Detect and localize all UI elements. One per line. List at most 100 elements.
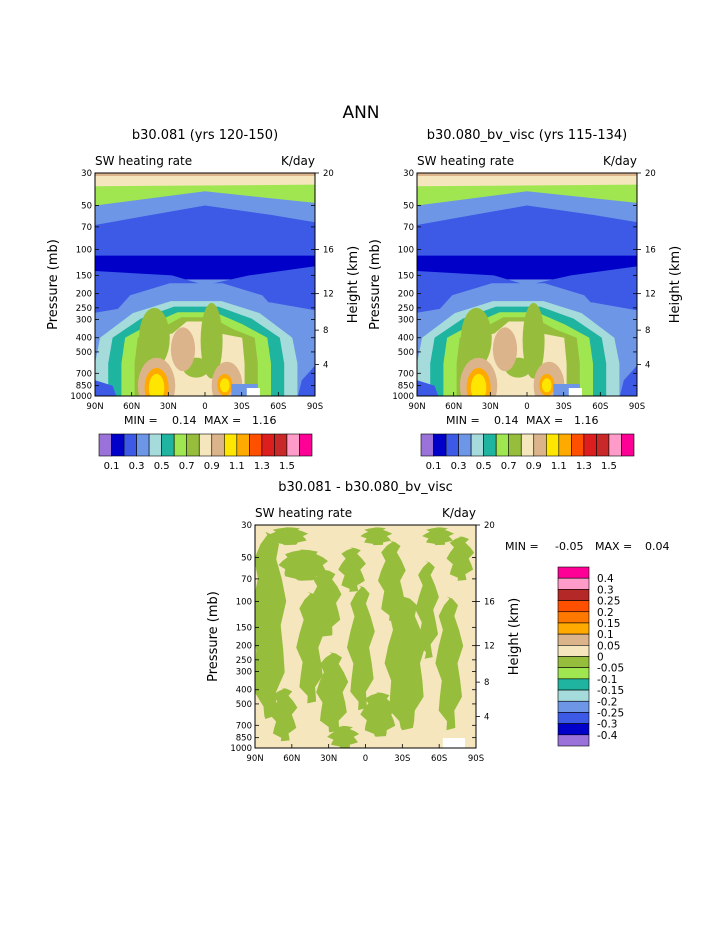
contour-fill [95, 173, 315, 176]
colorbar-swatch [557, 678, 590, 691]
max-value: 0.04 [645, 540, 670, 553]
colorbar-swatch [198, 433, 213, 457]
x-tick-label: 90S [307, 402, 323, 412]
colorbar-swatch [557, 611, 590, 624]
colorbar-swatch [148, 433, 162, 457]
contour-fill [435, 596, 464, 731]
y-tick-label: 100 [236, 598, 252, 608]
y-tick-label: 700 [398, 369, 414, 379]
colorbar-swatch [249, 433, 263, 457]
colorbar-swatch [433, 433, 447, 457]
contour-fill [309, 569, 342, 637]
colorbar-label: 0.05 [597, 640, 620, 652]
colorbar-label: 1.3 [254, 461, 270, 472]
colorbar-swatch [520, 433, 535, 457]
max-label: MAX = [204, 414, 241, 427]
contour-fill [568, 388, 582, 396]
x-tick-label: 90N [408, 402, 425, 412]
contour-fill [347, 585, 375, 711]
height-tick-label: 12 [645, 290, 656, 300]
x-tick-label: 30N [482, 402, 499, 412]
colorbar-label: 0.7 [179, 461, 195, 472]
colorbar-swatch [236, 433, 250, 457]
y-tick-label: 50 [241, 553, 252, 563]
colorbar-swatch [583, 433, 597, 457]
contour-fill [492, 327, 518, 372]
colorbar-swatch [557, 667, 590, 680]
colorbar-label: 1.5 [279, 461, 295, 472]
height-tick-label: 20 [645, 169, 656, 179]
contour-fill [297, 365, 315, 396]
contour-fill [384, 596, 426, 731]
contour-fill [316, 652, 349, 733]
contour-fill [522, 302, 545, 379]
y-tick-label: 1000 [70, 392, 92, 402]
y-tick-label: 200 [236, 642, 252, 652]
panel-units: K/day [281, 154, 315, 168]
colorbar-label: 0.4 [597, 573, 614, 585]
y-tick-label: 500 [76, 348, 92, 358]
height-tick-label: 8 [484, 678, 489, 688]
y-tick-label: 30 [403, 169, 414, 179]
y-tick-label: 70 [81, 223, 92, 233]
y-tick-label: 50 [403, 201, 414, 211]
colorbar-swatch [173, 433, 188, 457]
colorbar-swatch [557, 689, 590, 702]
contour-fill [255, 531, 287, 719]
colorbar-label: 0.1 [597, 629, 614, 641]
height-tick-label: 12 [323, 290, 334, 300]
contour-fill [269, 687, 298, 742]
y-tick-label: 850 [76, 382, 92, 392]
contour-fill [415, 560, 439, 659]
y-tick-label: 100 [398, 246, 414, 256]
height-tick-label: 12 [484, 642, 495, 652]
colorbar-swatch [420, 433, 434, 457]
colorbar-swatch [186, 433, 200, 457]
y-tick-label: 500 [236, 700, 252, 710]
colorbar-swatch [483, 433, 497, 457]
y-tick-label: 150 [76, 271, 92, 281]
contour-fill [170, 327, 196, 372]
y-tick-label: 70 [403, 223, 414, 233]
y-tick-label: 700 [236, 721, 252, 731]
x-tick-label: 60S [592, 402, 608, 412]
panel-units: K/day [603, 154, 637, 168]
colorbar-swatch [557, 712, 590, 724]
y-tick-label: 850 [236, 734, 252, 744]
colorbar-swatch [557, 622, 590, 635]
colorbar-swatch [98, 433, 112, 457]
y-tick-label: 200 [398, 290, 414, 300]
contour-fill [327, 725, 360, 748]
contour-fill [95, 173, 315, 187]
y-tick-label: 850 [398, 382, 414, 392]
contour-fill [542, 378, 552, 393]
colorbar-swatch [557, 577, 590, 590]
y-tick-label: 100 [76, 246, 92, 256]
contour-fill [417, 173, 637, 187]
y-tick-label: 30 [81, 169, 92, 179]
colorbar-label: 0.3 [597, 584, 614, 596]
min-value: 0.14 [494, 414, 519, 427]
contour-fill [446, 536, 475, 581]
colorbar-swatch [111, 433, 125, 457]
contour-fill [470, 373, 487, 396]
min-label: MIN = [505, 540, 539, 553]
x-tick-label: 90N [246, 754, 263, 764]
y-tick-label: 300 [236, 667, 252, 677]
y-tick-label: 400 [76, 334, 92, 344]
height-tick-label: 8 [645, 326, 650, 336]
x-tick-label: 0 [524, 402, 529, 412]
colorbar-swatch [557, 633, 590, 646]
y-axis-label: Pressure (mb) [368, 239, 383, 330]
x-tick-label: 60N [283, 754, 300, 764]
contour-fill [139, 307, 170, 368]
y2-axis-label: Height (km) [668, 246, 683, 323]
contour-fill [148, 373, 165, 396]
min-value: 0.14 [172, 414, 197, 427]
colorbar-swatch [557, 723, 590, 736]
colorbar-label: 0.3 [451, 461, 467, 472]
panel-difference: b30.081 - b30.080_bv_visc SW heating rate… [206, 480, 670, 764]
y-tick-label: 300 [398, 315, 414, 325]
colorbar-swatch [621, 433, 635, 457]
colorbar-swatch [136, 433, 150, 457]
